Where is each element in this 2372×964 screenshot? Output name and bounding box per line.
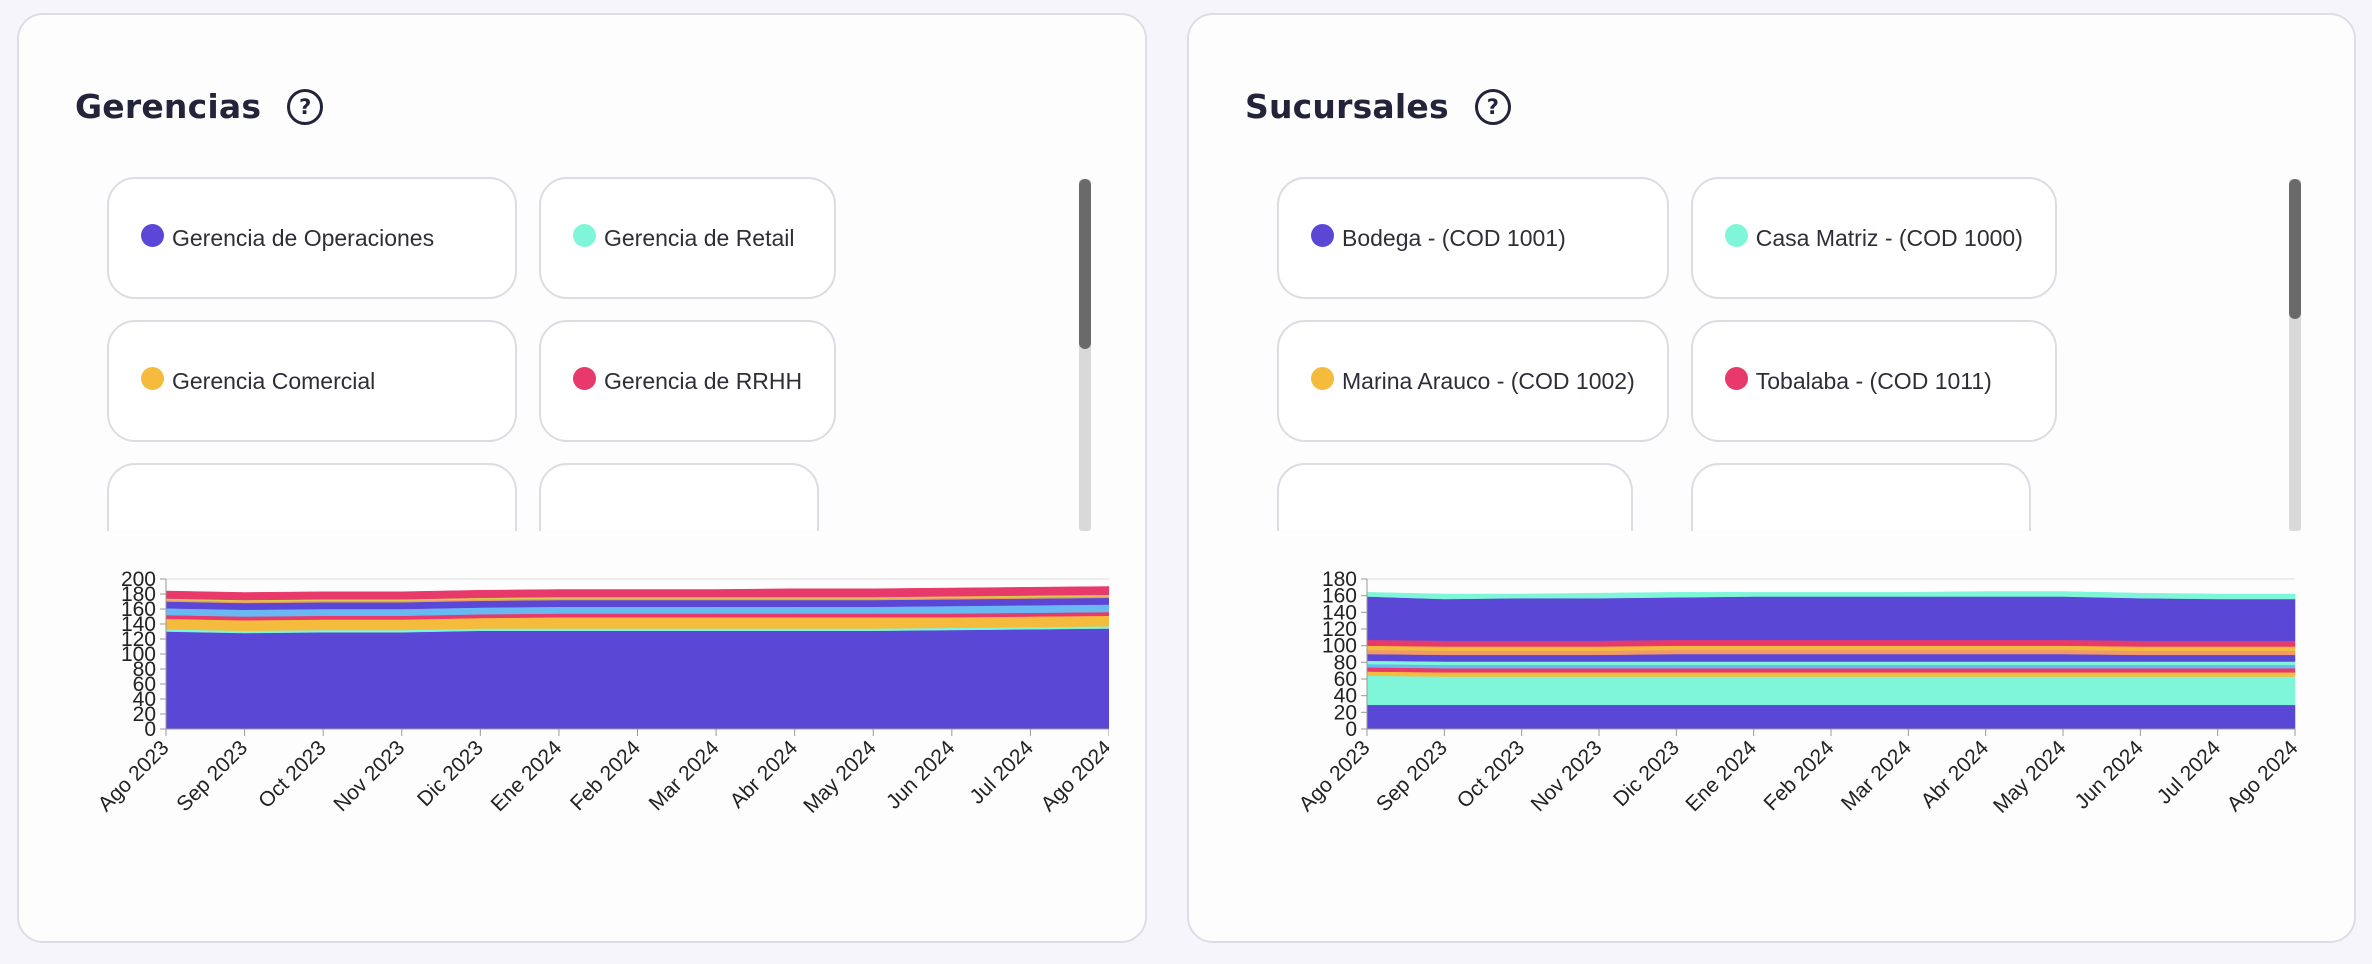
card-header: Gerencias ? xyxy=(75,87,324,126)
x-tick-label: Oct 2023 xyxy=(254,736,331,813)
y-tick-label: 140 xyxy=(121,613,156,636)
x-tick-label: May 2024 xyxy=(799,736,881,818)
legend-color-dot xyxy=(1724,366,1748,390)
y-tick-label: 20 xyxy=(1334,701,1357,724)
x-tick-label: Mar 2024 xyxy=(1837,736,1916,815)
y-tick-label: 20 xyxy=(133,703,156,726)
x-tick-label: Oct 2023 xyxy=(1453,736,1530,813)
y-tick-label: 60 xyxy=(133,673,156,696)
legend-color-dot xyxy=(573,366,596,390)
area-series-0 xyxy=(165,628,1109,730)
y-tick-label: 0 xyxy=(144,718,156,741)
x-tick-label: May 2024 xyxy=(1989,736,2071,818)
legend-item[interactable]: Bodega - (COD 1001) xyxy=(1277,177,1669,299)
legend-label: Gerencia de Operaciones xyxy=(172,224,435,251)
x-tick-label: Nov 2023 xyxy=(329,736,409,816)
y-tick-label: 80 xyxy=(133,658,156,681)
x-tick-label: Nov 2023 xyxy=(1527,736,1607,816)
x-tick-label: Feb 2024 xyxy=(1760,736,1839,815)
legend-item[interactable]: Casa Matriz - (COD 1000) xyxy=(1690,177,2057,299)
area-series-12 xyxy=(1366,591,2296,600)
legend-item[interactable]: Gerencia de RRHH xyxy=(539,320,837,442)
x-tick-label: Jul 2024 xyxy=(966,736,1039,809)
area-series-11 xyxy=(1366,596,2296,637)
area-series-1 xyxy=(1366,675,2296,706)
scrollbar-thumb[interactable] xyxy=(1079,179,1091,349)
y-tick-label: 80 xyxy=(1334,651,1357,674)
area-series-8 xyxy=(165,586,1109,601)
y-tick-label: 60 xyxy=(1334,668,1357,691)
scrollbar-thumb[interactable] xyxy=(2289,179,2301,319)
legend-label: Gerencia Comercial xyxy=(172,367,376,394)
help-icon[interactable]: ? xyxy=(1474,88,1511,125)
x-tick-label: Feb 2024 xyxy=(566,736,645,815)
x-tick-label: Abr 2024 xyxy=(726,736,803,813)
x-tick-label: Jun 2024 xyxy=(2070,736,2148,814)
legend-item[interactable]: Marina Arauco - (COD 1002) xyxy=(1277,320,1669,442)
x-tick-label: Ene 2024 xyxy=(1681,736,1761,816)
x-tick-label: Abr 2024 xyxy=(1917,736,1994,813)
card-title: Gerencias xyxy=(75,87,262,126)
legend-label: Tobalaba - (COD 1011) xyxy=(1755,367,1992,394)
area-series-6 xyxy=(1366,653,2296,662)
legend-item[interactable]: Gerencia Comercial xyxy=(107,320,517,442)
legend-color-dot xyxy=(1311,366,1334,390)
y-tick-label: 200 xyxy=(121,568,156,591)
legend-list: Gerencia de Operaciones Gerencia de Retai… xyxy=(107,177,1107,531)
x-tick-label: Dic 2023 xyxy=(413,736,488,811)
legend-color-dot xyxy=(141,223,164,247)
y-tick-label: 100 xyxy=(1322,635,1357,658)
y-tick-label: 120 xyxy=(121,628,156,651)
x-tick-label: Jun 2024 xyxy=(882,736,960,814)
legend-item-clipped[interactable] xyxy=(1690,463,2031,531)
x-tick-label: Mar 2024 xyxy=(645,736,724,815)
legend-item-clipped[interactable] xyxy=(1277,463,1633,531)
legend-item[interactable]: Tobalaba - (COD 1011) xyxy=(1690,320,2057,442)
legend-item-clipped[interactable] xyxy=(107,463,517,531)
y-tick-label: 0 xyxy=(1345,718,1357,741)
legend-label: Bodega - (COD 1001) xyxy=(1342,224,1566,251)
legend-list: Bodega - (COD 1001) Casa Matriz - (COD 10… xyxy=(1277,177,2317,531)
legend-color-dot xyxy=(573,223,596,247)
y-tick-label: 100 xyxy=(121,643,156,666)
legend-label: Marina Arauco - (COD 1002) xyxy=(1342,367,1635,394)
legend-label: Gerencia de Retail xyxy=(604,224,795,251)
sucursales-card: Sucursales ? Bodega - (COD 1001) Casa Mat… xyxy=(1187,13,2356,943)
area-series-0 xyxy=(1366,704,2296,730)
y-tick-label: 160 xyxy=(121,598,156,621)
legend-item[interactable]: Gerencia de Retail xyxy=(539,177,837,299)
x-tick-label: Dic 2023 xyxy=(1609,736,1684,811)
x-tick-label: Ago 2023 xyxy=(1295,736,1375,816)
y-tick-label: 180 xyxy=(1322,568,1357,591)
x-tick-label: Ago 2024 xyxy=(1037,736,1109,816)
y-tick-label: 140 xyxy=(1322,601,1357,624)
x-tick-label: Sep 2023 xyxy=(1372,736,1452,816)
legend-color-dot xyxy=(1311,223,1334,247)
x-tick-label: Ago 2024 xyxy=(2223,736,2303,816)
legend-label: Casa Matriz - (COD 1000) xyxy=(1755,224,2023,251)
legend-item[interactable]: Gerencia de Operaciones xyxy=(107,177,517,299)
gerencias-card: Gerencias ? Gerencia de Operaciones Geren… xyxy=(17,13,1147,943)
y-tick-label: 40 xyxy=(1334,685,1357,708)
legend-item-clipped[interactable] xyxy=(539,463,819,531)
y-tick-label: 120 xyxy=(1322,618,1357,641)
legend-label: Gerencia de RRHH xyxy=(604,367,803,394)
x-tick-label: Jul 2024 xyxy=(2153,736,2226,809)
legend-scrollbar[interactable] xyxy=(1079,179,1091,531)
card-title: Sucursales xyxy=(1245,87,1449,126)
x-tick-label: Ene 2024 xyxy=(487,736,567,816)
card-header: Sucursales ? xyxy=(1245,87,1511,126)
x-tick-label: Ago 2023 xyxy=(94,736,174,816)
legend-color-dot xyxy=(141,366,164,390)
legend-color-dot xyxy=(1724,223,1748,247)
y-tick-label: 40 xyxy=(133,688,156,711)
legend-scrollbar[interactable] xyxy=(2289,179,2301,531)
y-tick-label: 180 xyxy=(121,583,156,606)
help-icon[interactable]: ? xyxy=(287,88,324,125)
x-tick-label: Sep 2023 xyxy=(172,736,252,816)
y-tick-label: 160 xyxy=(1322,585,1357,608)
